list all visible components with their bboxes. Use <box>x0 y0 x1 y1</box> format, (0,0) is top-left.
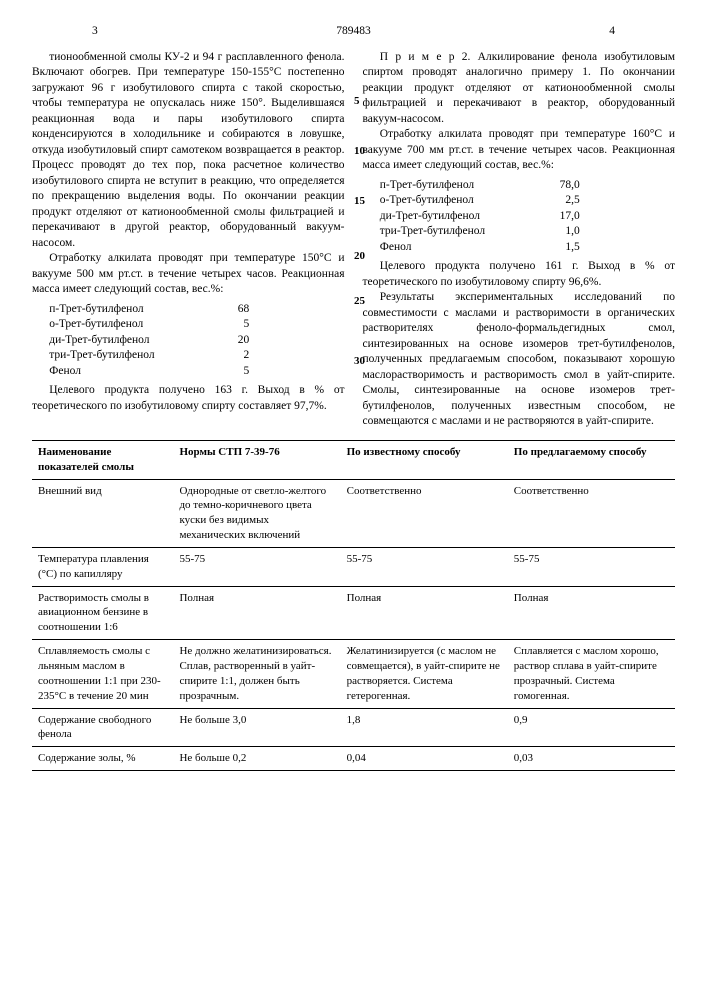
page-right: 4 <box>609 24 615 40</box>
composition-list: п-Трет-бутилфенол68о-Трет-бутилфенол5ди-… <box>49 302 344 380</box>
right-column: П р и м е р 2. Алкилирование фенола изоб… <box>363 50 676 430</box>
comp-name: п-Трет-бутилфенол <box>49 302 209 318</box>
table-cell: Полная <box>341 586 508 640</box>
comp-name: о-Трет-бутилфенол <box>380 193 540 209</box>
composition-row: п-Трет-бутилфенол78,0 <box>380 178 675 194</box>
comp-value: 5 <box>209 364 249 380</box>
comp-value: 2,5 <box>540 193 580 209</box>
header: 3 789483 4 <box>32 24 675 40</box>
table-cell: Соответственно <box>341 479 508 547</box>
table-cell: Температура плавления (°С) по капилляру <box>32 547 173 586</box>
table-row: Растворимость смолы в авиационном бензин… <box>32 586 675 640</box>
table-cell: 0,03 <box>508 747 675 771</box>
table-header-cell: Нормы СТП 7-39-76 <box>173 440 340 479</box>
comp-value: 20 <box>209 333 249 349</box>
left-column: тионообменной смолы КУ-2 и 94 г расплавл… <box>32 50 345 430</box>
table-cell: Желатинизируется (с маслом не совмещаетс… <box>341 640 508 708</box>
table-body: Внешний видОднородные от светло-желтого … <box>32 479 675 771</box>
table-cell: Не больше 3,0 <box>173 708 340 747</box>
table-cell: 55-75 <box>341 547 508 586</box>
table-header-cell: Наименование показателей смолы <box>32 440 173 479</box>
table-header-cell: По предлагаемому способу <box>508 440 675 479</box>
table-cell: Полная <box>173 586 340 640</box>
paragraph: Целевого продукта получено 163 г. Выход … <box>32 383 345 414</box>
table-cell: Соответственно <box>508 479 675 547</box>
line-number: 15 <box>354 194 365 209</box>
table-header-row: Наименование показателей смолыНормы СТП … <box>32 440 675 479</box>
table-header-cell: По известному способу <box>341 440 508 479</box>
composition-row: п-Трет-бутилфенол68 <box>49 302 344 318</box>
composition-row: Фенол1,5 <box>380 240 675 256</box>
table-cell: Растворимость смолы в авиационном бензин… <box>32 586 173 640</box>
table-cell: Полная <box>508 586 675 640</box>
comp-name: Фенол <box>380 240 540 256</box>
table-cell: 1,8 <box>341 708 508 747</box>
line-number: 10 <box>354 144 365 159</box>
table-cell: Содержание золы, % <box>32 747 173 771</box>
comp-value: 5 <box>209 317 249 333</box>
table-row: Внешний видОднородные от светло-желтого … <box>32 479 675 547</box>
page-left: 3 <box>92 24 98 40</box>
table-cell: Внешний вид <box>32 479 173 547</box>
comp-name: о-Трет-бутилфенол <box>49 317 209 333</box>
table-cell: 0,9 <box>508 708 675 747</box>
table-cell: 55-75 <box>508 547 675 586</box>
table-cell: Сплавляемость смолы с льняным маслом в с… <box>32 640 173 708</box>
comp-name: п-Трет-бутилфенол <box>380 178 540 194</box>
paragraph: Целевого продукта получено 161 г. Выход … <box>363 259 676 290</box>
table-cell: Содержание свободного фенола <box>32 708 173 747</box>
comp-name: три-Трет-бутилфенол <box>380 224 540 240</box>
composition-row: ди-Трет-бутилфенол17,0 <box>380 209 675 225</box>
composition-row: Фенол5 <box>49 364 344 380</box>
doc-number: 789483 <box>336 24 371 40</box>
comp-value: 68 <box>209 302 249 318</box>
paragraph: Отработку алкилата проводят при температ… <box>32 251 345 298</box>
comp-value: 1,0 <box>540 224 580 240</box>
comp-value: 2 <box>209 348 249 364</box>
table-row: Температура плавления (°С) по капилляру5… <box>32 547 675 586</box>
comp-value: 17,0 <box>540 209 580 225</box>
table-row: Сплавляемость смолы с льняным маслом в с… <box>32 640 675 708</box>
comp-name: Фенол <box>49 364 209 380</box>
line-number: 30 <box>354 354 365 369</box>
composition-row: ди-Трет-бутилфенол20 <box>49 333 344 349</box>
comp-value: 1,5 <box>540 240 580 256</box>
composition-row: о-Трет-бутилфенол5 <box>49 317 344 333</box>
composition-row: о-Трет-бутилфенол2,5 <box>380 193 675 209</box>
paragraph: тионообменной смолы КУ-2 и 94 г расплавл… <box>32 50 345 252</box>
comp-name: ди-Трет-бутилфенол <box>380 209 540 225</box>
table-cell: 55-75 <box>173 547 340 586</box>
table-cell: 0,04 <box>341 747 508 771</box>
table-cell: Сплавляется с маслом хорошо, раствор спл… <box>508 640 675 708</box>
comp-value: 78,0 <box>540 178 580 194</box>
page: 3 789483 4 51015202530 тионообменной смо… <box>32 24 675 771</box>
paragraph: Результаты экспериментальных исследовани… <box>363 290 676 430</box>
table-cell: Не должно желатинизироваться. Сплав, рас… <box>173 640 340 708</box>
composition-row: три-Трет-бутилфенол1,0 <box>380 224 675 240</box>
line-number: 5 <box>354 94 360 109</box>
comp-name: три-Трет-бутилфенол <box>49 348 209 364</box>
table-cell: Не больше 0,2 <box>173 747 340 771</box>
properties-table: Наименование показателей смолыНормы СТП … <box>32 440 675 771</box>
composition-row: три-Трет-бутилфенол2 <box>49 348 344 364</box>
composition-list: п-Трет-бутилфенол78,0о-Трет-бутилфенол2,… <box>380 178 675 256</box>
table-row: Содержание свободного фенолаНе больше 3,… <box>32 708 675 747</box>
table-cell: Однородные от светло-желтого до темно-ко… <box>173 479 340 547</box>
table-row: Содержание золы, %Не больше 0,20,040,03 <box>32 747 675 771</box>
paragraph: Отработку алкилата проводят при температ… <box>363 127 676 174</box>
line-number: 25 <box>354 294 365 309</box>
paragraph: П р и м е р 2. Алкилирование фенола изоб… <box>363 50 676 128</box>
line-number: 20 <box>354 249 365 264</box>
comp-name: ди-Трет-бутилфенол <box>49 333 209 349</box>
